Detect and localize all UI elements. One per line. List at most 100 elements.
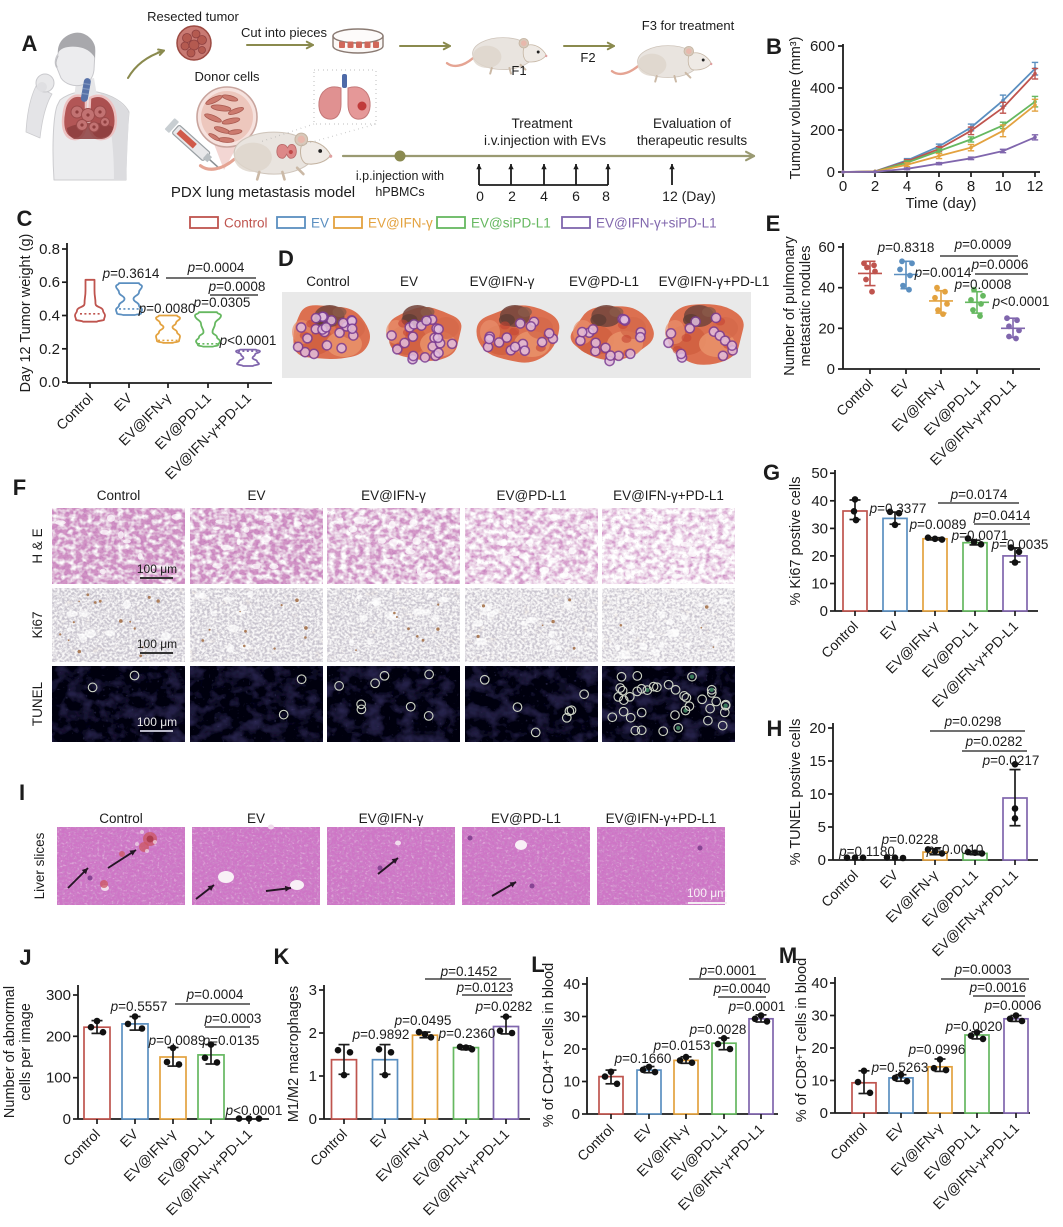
svg-text:40: 40: [563, 976, 580, 993]
svg-text:Time (day): Time (day): [905, 195, 976, 212]
svg-text:0: 0: [820, 1105, 828, 1122]
svg-text:p=0.0174: p=0.0174: [950, 487, 1008, 502]
svg-text:0.2: 0.2: [39, 341, 60, 358]
svg-text:Number of pulmonary: Number of pulmonary: [782, 236, 798, 376]
svg-text:p=0.0006: p=0.0006: [971, 257, 1029, 272]
svg-text:p=0.0089: p=0.0089: [148, 1033, 206, 1048]
svg-text:10: 10: [809, 786, 826, 803]
svg-text:Liver slices: Liver slices: [32, 832, 47, 899]
svg-text:p<0.0001: p<0.0001: [225, 1103, 283, 1118]
svg-text:0: 0: [839, 178, 847, 195]
svg-text:p=0.0228: p=0.0228: [881, 832, 939, 847]
svg-text:100 μm: 100 μm: [137, 637, 177, 651]
svg-text:K: K: [274, 944, 290, 969]
svg-text:i.p.injection with: i.p.injection with: [356, 169, 444, 183]
svg-text:0: 0: [63, 1111, 71, 1128]
svg-text:p=0.0089: p=0.0089: [909, 517, 967, 532]
svg-text:20: 20: [563, 1041, 580, 1058]
svg-text:0: 0: [309, 1111, 317, 1128]
svg-text:p=0.0071: p=0.0071: [951, 528, 1009, 543]
svg-text:p=0.0123: p=0.0123: [456, 980, 514, 995]
svg-text:10: 10: [811, 576, 828, 593]
svg-text:15: 15: [809, 753, 826, 770]
svg-text:p=0.0003: p=0.0003: [954, 962, 1012, 977]
svg-text:20: 20: [811, 1040, 828, 1057]
svg-text:p=0.3614: p=0.3614: [102, 266, 160, 281]
svg-text:0.6: 0.6: [39, 274, 60, 291]
svg-text:40: 40: [818, 280, 835, 297]
svg-text:p=0.0080: p=0.0080: [138, 301, 196, 316]
svg-text:Evaluation of: Evaluation of: [653, 116, 731, 131]
svg-text:p=0.0305: p=0.0305: [193, 295, 251, 310]
svg-text:2: 2: [508, 188, 516, 204]
svg-text:p=0.0014: p=0.0014: [914, 265, 972, 280]
svg-text:20: 20: [818, 320, 835, 337]
svg-text:EV: EV: [311, 216, 329, 231]
svg-text:12: 12: [1027, 178, 1044, 195]
svg-text:EV@IFN-γ+PD-L1: EV@IFN-γ+PD-L1: [606, 811, 717, 826]
svg-text:p=0.5557: p=0.5557: [110, 999, 168, 1014]
svg-text:% Ki67 postive cells: % Ki67 postive cells: [788, 477, 804, 606]
svg-text:J: J: [19, 945, 31, 970]
svg-text:0: 0: [572, 1106, 580, 1123]
svg-text:I: I: [19, 780, 25, 805]
svg-text:p=0.0004: p=0.0004: [187, 260, 245, 275]
svg-text:D: D: [278, 246, 294, 271]
svg-text:M: M: [779, 943, 797, 968]
svg-text:10: 10: [563, 1074, 580, 1091]
svg-text:p=0.0282: p=0.0282: [965, 734, 1023, 749]
svg-text:p=0.0414: p=0.0414: [973, 508, 1031, 523]
svg-text:Ki67: Ki67: [30, 611, 45, 638]
svg-text:EV@siPD-L1: EV@siPD-L1: [471, 216, 551, 231]
svg-text:300: 300: [46, 987, 71, 1004]
svg-text:30: 30: [811, 1008, 828, 1025]
svg-text:p=0.0004: p=0.0004: [186, 987, 244, 1002]
svg-text:H: H: [767, 716, 783, 741]
svg-text:100 μm: 100 μm: [137, 715, 177, 729]
svg-text:EV@PD-L1: EV@PD-L1: [497, 488, 567, 503]
svg-text:200: 200: [810, 122, 835, 139]
svg-text:p<0.0001: p<0.0001: [992, 294, 1050, 309]
svg-text:p=0.0298: p=0.0298: [944, 714, 1002, 729]
svg-text:C: C: [17, 206, 33, 231]
svg-text:p=0.0010: p=0.0010: [926, 842, 984, 857]
svg-text:metastatic nodules: metastatic nodules: [798, 246, 814, 367]
svg-text:0.8: 0.8: [39, 241, 60, 258]
svg-text:A: A: [22, 31, 38, 56]
svg-text:M1/M2 macrophages: M1/M2 macrophages: [286, 986, 302, 1122]
svg-text:EV@PD-L1: EV@PD-L1: [491, 811, 561, 826]
svg-text:Control: Control: [306, 274, 350, 289]
svg-text:Control: Control: [99, 811, 143, 826]
svg-text:p<0.0001: p<0.0001: [219, 333, 277, 348]
svg-text:E: E: [766, 211, 781, 236]
svg-text:100 μm: 100 μm: [137, 562, 177, 576]
svg-text:4: 4: [903, 178, 911, 195]
svg-text:p=0.0020: p=0.0020: [945, 1019, 1003, 1034]
svg-text:p=0.0008: p=0.0008: [954, 277, 1012, 292]
svg-text:cells per image: cells per image: [18, 1003, 34, 1101]
svg-text:6: 6: [935, 178, 943, 195]
svg-text:TUNEL: TUNEL: [30, 681, 45, 726]
svg-text:p=0.0035: p=0.0035: [991, 537, 1049, 552]
svg-text:10: 10: [811, 1073, 828, 1090]
svg-text:F2: F2: [580, 50, 595, 65]
svg-text:p=0.0217: p=0.0217: [982, 753, 1040, 768]
svg-text:p=0.0282: p=0.0282: [475, 999, 533, 1014]
svg-text:100 μm: 100 μm: [687, 886, 727, 900]
svg-text:20: 20: [809, 720, 826, 737]
svg-text:% of CD4+T cells in blood: % of CD4+T cells in blood: [541, 963, 557, 1127]
svg-text:Day 12 Tumor weight (g): Day 12 Tumor weight (g): [18, 234, 34, 393]
svg-text:200: 200: [46, 1028, 71, 1045]
svg-text:EV@PD-L1: EV@PD-L1: [569, 274, 639, 289]
svg-text:EV: EV: [400, 274, 418, 289]
svg-text:p=0.0996: p=0.0996: [908, 1042, 966, 1057]
svg-text:p=0.8318: p=0.8318: [877, 240, 935, 255]
svg-text:Cut into pieces: Cut into pieces: [241, 25, 327, 40]
svg-text:p=0.0135: p=0.0135: [202, 1033, 260, 1048]
svg-text:0: 0: [827, 164, 835, 181]
svg-text:0: 0: [827, 361, 835, 378]
svg-text:p=0.0008: p=0.0008: [208, 279, 266, 294]
svg-text:p=0.0495: p=0.0495: [394, 1013, 452, 1028]
svg-text:0: 0: [818, 852, 826, 869]
svg-text:% of CD8+T cells in blood: % of CD8+T cells in blood: [794, 958, 810, 1122]
